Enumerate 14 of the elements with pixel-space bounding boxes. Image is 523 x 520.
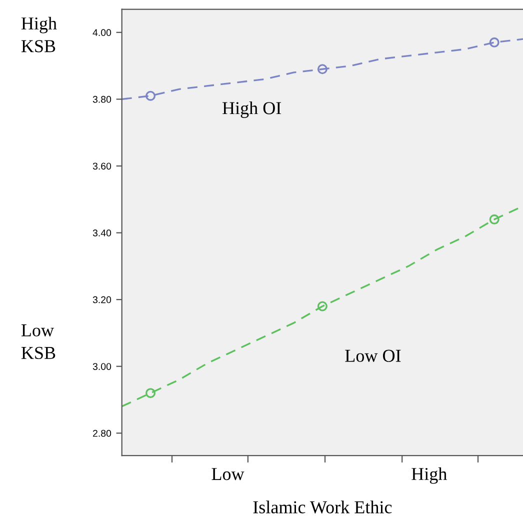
text: Low KSB bbox=[21, 324, 56, 360]
y-tick-label: 2.80 bbox=[93, 430, 112, 437]
annotation: Low OI bbox=[345, 350, 401, 362]
y-tick-label: 3.20 bbox=[92, 296, 112, 304]
x-axis-title: Islamic Work Ethic bbox=[253, 500, 392, 514]
y-tick-label: 3.80 bbox=[92, 96, 112, 103]
y-tick-label: 4.00 bbox=[92, 29, 112, 36]
y-tick-label: 3.60 bbox=[92, 162, 112, 170]
y-tick-label: 3.40 bbox=[92, 230, 112, 236]
text: Low bbox=[212, 468, 244, 480]
annotation: High OI bbox=[222, 102, 282, 118]
text: High KSB bbox=[21, 16, 57, 52]
text: High bbox=[412, 467, 447, 484]
y-tick-label: 3.00 bbox=[92, 363, 112, 370]
